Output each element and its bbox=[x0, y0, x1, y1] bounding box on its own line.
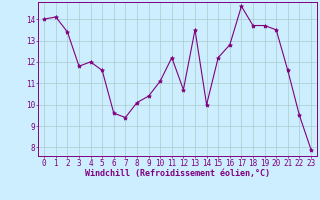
X-axis label: Windchill (Refroidissement éolien,°C): Windchill (Refroidissement éolien,°C) bbox=[85, 169, 270, 178]
